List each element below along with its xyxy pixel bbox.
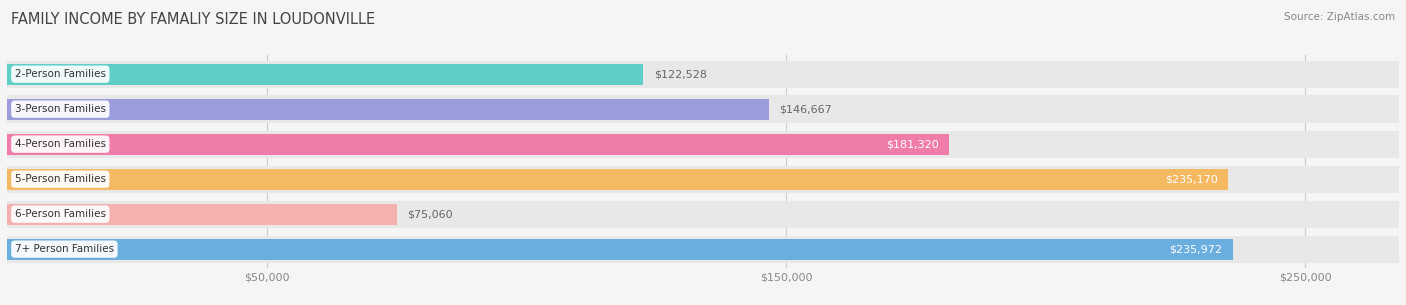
- Bar: [7, 166, 1399, 193]
- Text: 5-Person Families: 5-Person Families: [15, 174, 105, 184]
- Text: 4-Person Families: 4-Person Families: [15, 139, 105, 149]
- Text: Source: ZipAtlas.com: Source: ZipAtlas.com: [1284, 12, 1395, 22]
- Bar: [7, 239, 1233, 260]
- Bar: [7, 204, 396, 225]
- Text: 3-Person Families: 3-Person Families: [15, 104, 105, 114]
- Bar: [7, 134, 949, 155]
- Text: $235,972: $235,972: [1170, 244, 1222, 254]
- Text: 2-Person Families: 2-Person Families: [15, 69, 105, 79]
- Bar: [7, 169, 1229, 190]
- Bar: [7, 60, 1399, 88]
- Text: 7+ Person Families: 7+ Person Families: [15, 244, 114, 254]
- Bar: [7, 99, 769, 120]
- Bar: [7, 95, 1399, 123]
- Text: $181,320: $181,320: [886, 139, 938, 149]
- Text: $146,667: $146,667: [779, 104, 832, 114]
- Bar: [7, 200, 1399, 228]
- Text: 6-Person Families: 6-Person Families: [15, 209, 105, 219]
- Text: $235,170: $235,170: [1166, 174, 1218, 184]
- Bar: [7, 131, 1399, 158]
- Bar: [7, 235, 1399, 263]
- Bar: [7, 64, 644, 85]
- Text: FAMILY INCOME BY FAMALIY SIZE IN LOUDONVILLE: FAMILY INCOME BY FAMALIY SIZE IN LOUDONV…: [11, 12, 375, 27]
- Text: $75,060: $75,060: [408, 209, 453, 219]
- Text: $122,528: $122,528: [654, 69, 707, 79]
